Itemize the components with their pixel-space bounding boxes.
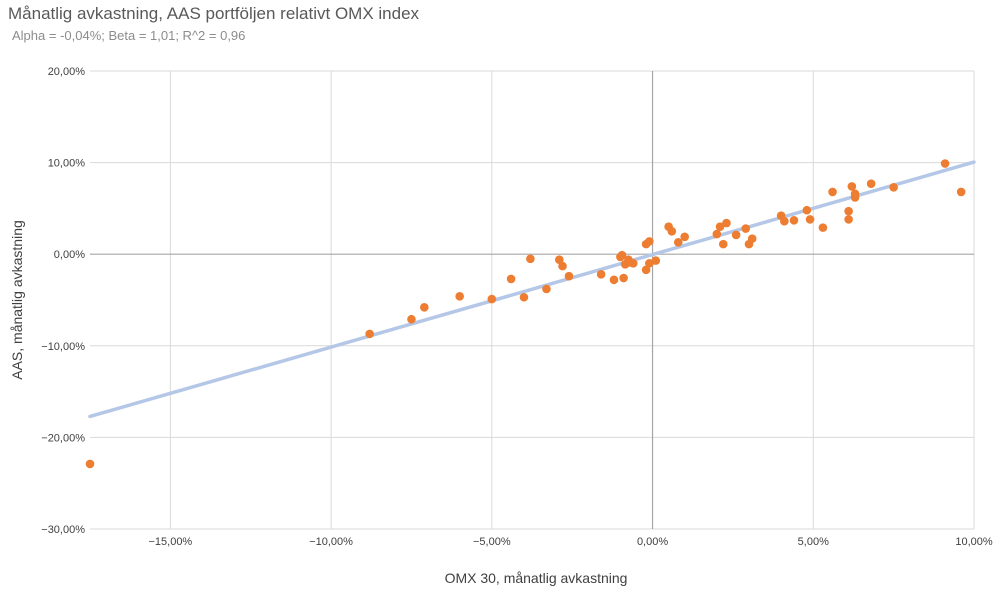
data-point: [619, 273, 628, 283]
gridlines: [90, 70, 975, 530]
data-point: [712, 229, 722, 239]
data-point: [715, 222, 725, 232]
data-point: [85, 459, 95, 469]
chart-title: Månatlig avkastning, AAS portföljen rela…: [8, 4, 420, 23]
data-point: [866, 179, 876, 188]
y-tick-label: −20,00%: [41, 432, 85, 444]
x-tick-label: 5,00%: [798, 536, 829, 548]
data-point: [555, 255, 564, 264]
data-point: [889, 183, 898, 192]
data-point: [673, 237, 683, 247]
data-point: [609, 275, 619, 285]
data-point: [818, 223, 828, 232]
x-tick-label: −15,00%: [148, 536, 192, 548]
data-point: [487, 294, 497, 304]
data-point: [847, 182, 857, 191]
data-point: [519, 292, 529, 302]
data-point: [645, 237, 654, 246]
y-tick-labels: −30,00% −20,00% −10,00% 0,00% 10,00% 20,00%: [41, 66, 85, 536]
chart-subtitle: Alpha = -0,04%; Beta = 1,01; R^2 = 0,96: [12, 28, 246, 43]
data-point: [526, 254, 535, 264]
data-point: [850, 193, 860, 202]
data-point: [506, 274, 516, 284]
data-point: [420, 303, 429, 312]
data-point: [722, 218, 731, 228]
data-point: [718, 239, 728, 249]
y-tick-label: −10,00%: [41, 341, 85, 353]
trendline: [88, 160, 976, 419]
y-tick-label: 0,00%: [54, 249, 85, 261]
data-point: [741, 224, 751, 233]
trendline-group: [88, 160, 976, 419]
x-tick-label: −10,00%: [309, 536, 353, 548]
data-point: [596, 270, 606, 279]
data-points: [85, 159, 966, 469]
x-tick-label: 0,00%: [637, 536, 668, 548]
data-point: [828, 187, 837, 197]
data-point: [365, 329, 374, 339]
data-point: [844, 215, 853, 224]
data-point: [542, 284, 551, 294]
data-point: [641, 265, 651, 275]
data-point: [617, 250, 627, 260]
x-tick-labels: −15,00% −10,00% −5,00% 0,00% 5,00% 10,00%: [148, 536, 992, 548]
data-point: [802, 205, 812, 215]
data-point: [731, 230, 741, 240]
data-point: [789, 216, 799, 225]
data-point: [956, 187, 966, 197]
data-point: [651, 256, 661, 265]
axes: [90, 71, 974, 529]
x-tick-label: 10,00%: [955, 536, 993, 548]
data-point: [558, 261, 567, 271]
data-point: [780, 216, 789, 226]
y-tick-label: 20,00%: [48, 66, 86, 78]
x-tick-label: −5,00%: [473, 536, 511, 548]
y-tick-label: −30,00%: [41, 524, 85, 536]
x-axis-title: OMX 30, månatlig avkastning: [445, 570, 628, 586]
data-point: [407, 314, 416, 324]
data-point: [747, 234, 757, 243]
data-point: [844, 206, 853, 216]
data-point: [628, 259, 638, 268]
data-point: [645, 259, 654, 268]
data-point: [564, 271, 574, 281]
y-axis-title: AAS, månatlig avkastning: [9, 220, 25, 380]
y-tick-label: 10,00%: [48, 158, 86, 170]
data-point: [667, 227, 677, 236]
data-point: [680, 232, 689, 242]
data-point: [455, 292, 464, 301]
data-point: [940, 159, 950, 168]
data-point: [805, 215, 815, 224]
